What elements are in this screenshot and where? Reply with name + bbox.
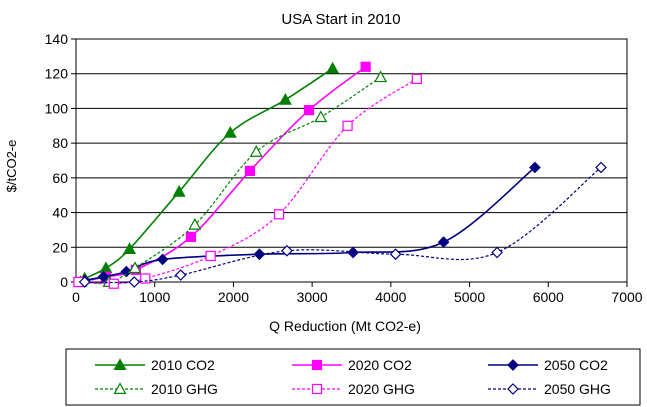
data-point xyxy=(507,383,519,395)
series-2010-ghg xyxy=(74,70,388,287)
x-tick-label: 4000 xyxy=(375,289,406,305)
y-axis: 0 20 40 60 80 100 120 140 xyxy=(45,31,76,290)
legend-label: 2020 CO2 xyxy=(348,357,412,373)
data-point xyxy=(389,248,402,261)
series-2050-ghg xyxy=(78,161,607,288)
data-point xyxy=(99,261,113,274)
data-point xyxy=(128,276,141,288)
data-point xyxy=(326,61,340,74)
data-point xyxy=(172,185,186,197)
x-tick-label: 2000 xyxy=(218,289,249,305)
data-point xyxy=(223,125,237,138)
data-point xyxy=(188,217,202,230)
x-tick-label: 5000 xyxy=(454,289,485,305)
legend-entry: 2010 CO2 xyxy=(95,357,215,373)
grid xyxy=(76,73,627,248)
x-axis-label: Q Reduction (Mt CO2-e) xyxy=(269,318,421,334)
x-tick-label: 1000 xyxy=(139,289,170,305)
data-point xyxy=(253,248,266,261)
data-point xyxy=(113,358,127,370)
x-tick-label: 6000 xyxy=(533,289,564,305)
legend-label: 2050 CO2 xyxy=(544,357,608,373)
data-point xyxy=(342,120,353,131)
data-point xyxy=(244,165,256,177)
legend-label: 2050 GHG xyxy=(544,381,611,397)
data-point xyxy=(185,231,197,242)
data-point xyxy=(281,244,293,257)
data-point xyxy=(113,382,127,394)
y-tick-label: 100 xyxy=(45,100,69,116)
legend xyxy=(65,348,641,406)
data-point xyxy=(278,93,292,105)
legend-entry: 2020 CO2 xyxy=(292,357,412,373)
x-axis: 0 1000 2000 3000 4000 5000 6000 7000 xyxy=(72,282,643,305)
data-point xyxy=(303,105,315,116)
data-point xyxy=(507,359,519,371)
legend-entry: 2050 GHG xyxy=(488,381,611,397)
data-point xyxy=(491,246,503,259)
x-tick-label: 3000 xyxy=(297,289,328,305)
data-point xyxy=(529,161,541,174)
y-tick-label: 0 xyxy=(60,274,68,290)
y-tick-label: 80 xyxy=(52,135,68,151)
data-point xyxy=(140,273,151,284)
legend-label: 2020 GHG xyxy=(348,381,415,397)
data-point xyxy=(374,70,388,83)
data-point xyxy=(311,383,323,395)
y-tick-label: 60 xyxy=(52,170,68,186)
series-line xyxy=(84,166,602,284)
legend-entry: 2010 GHG xyxy=(95,381,218,397)
data-point xyxy=(97,270,110,283)
data-point xyxy=(437,236,450,248)
x-tick-label: 0 xyxy=(72,289,80,305)
legend-entry: 2020 GHG xyxy=(292,381,415,397)
y-tick-label: 120 xyxy=(45,66,69,82)
series-2050-co2 xyxy=(78,161,541,287)
y-tick-label: 140 xyxy=(45,31,69,47)
series-2010-co2 xyxy=(78,61,340,284)
legend-entries: 2010 CO2 2020 CO2 2050 CO2 2010 GHG 2020 GHG… xyxy=(95,357,611,397)
data-point xyxy=(123,242,137,255)
data-point xyxy=(411,73,422,85)
chart-title: USA Start in 2010 xyxy=(281,11,400,28)
data-point xyxy=(311,359,323,371)
data-point xyxy=(273,209,285,220)
legend-label: 2010 GHG xyxy=(151,381,218,397)
y-axis-label: $/tCO2-e xyxy=(4,140,19,193)
data-point xyxy=(108,278,119,289)
data-point xyxy=(120,265,133,278)
data-point xyxy=(205,250,216,262)
series-2020-ghg xyxy=(73,73,422,289)
data-point xyxy=(174,269,187,281)
data-point xyxy=(249,145,263,157)
data-point xyxy=(78,276,91,288)
data-point xyxy=(128,261,142,274)
data-point xyxy=(156,253,169,266)
series-group xyxy=(73,61,607,289)
legend-label: 2010 CO2 xyxy=(151,357,215,373)
y-tick-label: 20 xyxy=(52,239,68,255)
x-tick-label: 7000 xyxy=(611,289,642,305)
plot-area xyxy=(75,38,628,283)
data-point xyxy=(360,61,371,72)
data-point xyxy=(314,110,328,123)
data-point xyxy=(595,161,607,174)
legend-entry: 2050 CO2 xyxy=(488,357,608,373)
y-tick-label: 40 xyxy=(52,205,68,221)
